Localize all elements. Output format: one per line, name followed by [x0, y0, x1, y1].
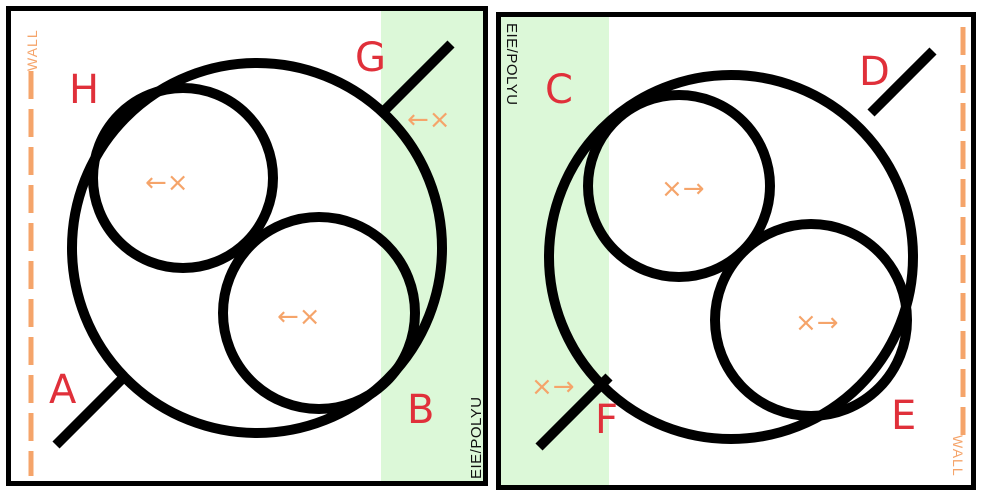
shaft-line-bottom — [52, 371, 130, 449]
green-band — [381, 11, 483, 481]
lower-inner-circle — [218, 212, 420, 414]
marker-lower: ←× — [277, 302, 321, 332]
wall-label: WALL — [24, 29, 40, 71]
label-d: D — [859, 49, 890, 95]
right-diagram: WALL C D F E ×→ ×→ ×→ EIE/POLYU — [501, 17, 966, 485]
shaft-line-top — [867, 47, 937, 117]
upper-inner-circle — [583, 90, 775, 282]
marker-upper: ×→ — [661, 174, 705, 204]
lower-inner-circle — [710, 219, 912, 421]
shaft-line-bottom — [535, 373, 613, 451]
watermark: EIE/POLYU — [468, 396, 483, 479]
label-a: A — [49, 367, 77, 413]
label-h: H — [69, 67, 99, 113]
right-diagram-panel: WALL C D F E ×→ ×→ ×→ EIE/POLYU — [496, 12, 976, 490]
marker-lower: ×→ — [795, 308, 839, 338]
label-e: E — [891, 393, 916, 439]
outer-circle — [67, 58, 447, 438]
label-g: G — [355, 35, 386, 81]
shaft-line-top — [380, 40, 455, 115]
wall-label: WALL — [950, 435, 966, 477]
marker-upper: ←× — [145, 168, 189, 198]
label-f: F — [595, 397, 618, 443]
outer-circle — [544, 70, 918, 444]
label-c: C — [545, 67, 573, 113]
upper-inner-circle — [88, 83, 278, 273]
marker-rim: ×→ — [531, 372, 575, 402]
left-diagram: WALL H G A B ←× ←× ←× EIE/POLYU — [24, 11, 483, 481]
left-diagram-panel: WALL H G A B ←× ←× ←× EIE/POLYU — [6, 6, 488, 486]
label-b: B — [407, 387, 434, 433]
green-band — [501, 17, 609, 485]
marker-rim: ←× — [407, 105, 451, 135]
watermark: EIE/POLYU — [503, 23, 520, 106]
